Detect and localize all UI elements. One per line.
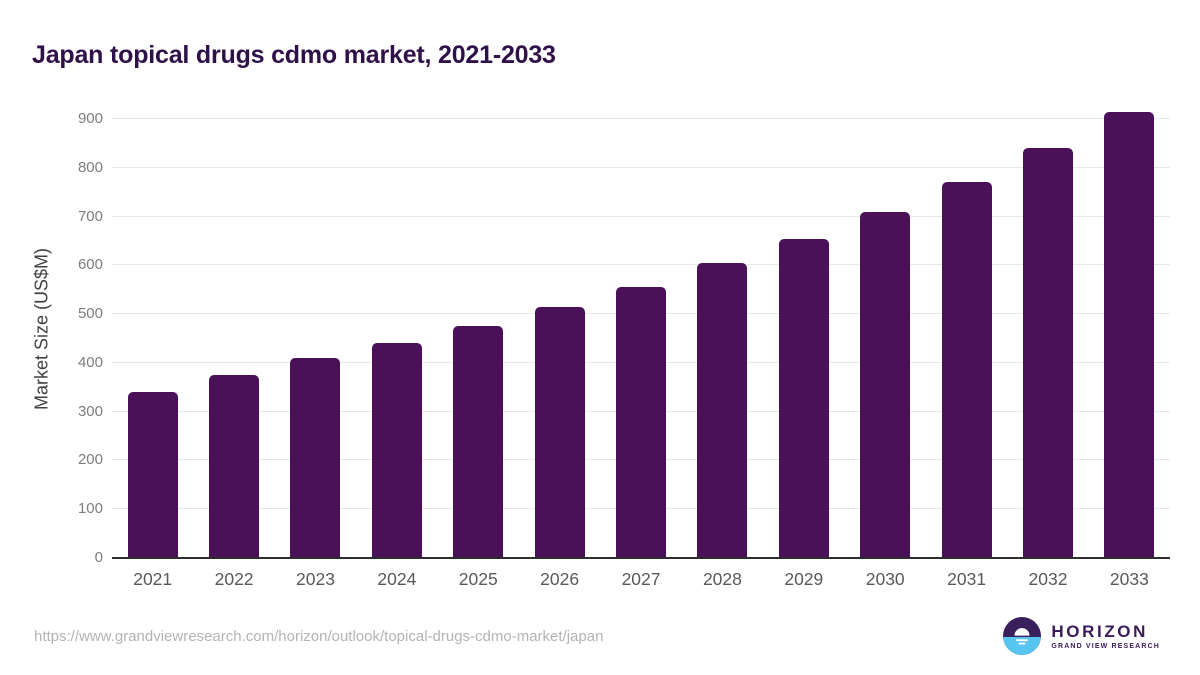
y-tick-label: 900 [77, 109, 103, 127]
bar-column-2030 [845, 100, 926, 558]
page-title: Japan topical drugs cdmo market, 2021-20… [32, 40, 556, 69]
bar-2023[interactable] [290, 358, 341, 558]
bar-chart: Market Size (US$M) 0 100 200 300 400 500 600 70… [0, 100, 1200, 605]
horizon-logo: HORIZON GRAND VIEW RESEARCH [1003, 617, 1160, 655]
bar-2024[interactable] [371, 343, 422, 558]
x-tick-label-2028: 2028 [702, 569, 742, 589]
gridline [112, 264, 1170, 266]
x-tick-label-2025: 2025 [458, 569, 498, 589]
gridline [112, 166, 1170, 168]
bar-2032[interactable] [1022, 148, 1073, 558]
y-tick-label: 400 [77, 353, 103, 371]
y-tick-label: 800 [77, 158, 103, 176]
bar-column-2029 [763, 100, 844, 558]
gridline [112, 215, 1170, 217]
bar-2022[interactable] [209, 375, 260, 558]
bar-2029[interactable] [778, 238, 829, 558]
y-tick-label: 0 [94, 549, 103, 566]
y-tick-label: 300 [77, 402, 103, 420]
y-tick-label: 600 [77, 256, 103, 274]
x-axis-line [112, 557, 1170, 559]
y-tick-label: 500 [77, 305, 103, 323]
footer: https://www.grandviewresearch.com/horizo… [0, 603, 1200, 675]
bar-column-2031 [926, 100, 1007, 558]
bar-2033[interactable] [1104, 111, 1155, 558]
bar-column-2024 [356, 100, 437, 558]
bar-2030[interactable] [860, 211, 911, 558]
y-tick-label: 100 [77, 500, 103, 518]
bar-column-2033 [1089, 100, 1170, 558]
plot-area [112, 100, 1170, 559]
logo-text: HORIZON GRAND VIEW RESEARCH [1051, 623, 1160, 650]
bar-2027[interactable] [616, 287, 667, 558]
bar-2028[interactable] [697, 262, 748, 558]
bar-2021[interactable] [127, 392, 178, 558]
x-tick-label-2029: 2029 [784, 569, 824, 589]
bar-column-2021 [112, 100, 193, 558]
logo-sub-brand: GRAND VIEW RESEARCH [1051, 642, 1160, 650]
bar-column-2023 [275, 100, 356, 558]
x-tick-label-2032: 2032 [1028, 569, 1068, 589]
horizon-sun-icon [1003, 617, 1042, 655]
bar-2031[interactable] [941, 182, 992, 558]
x-tick-label-2026: 2026 [540, 569, 580, 589]
x-tick-label-2021: 2021 [133, 569, 173, 589]
x-tick-label-2024: 2024 [377, 569, 417, 589]
y-axis-tick-labels: 0 100 200 300 400 500 600 700 800 900 [0, 100, 103, 566]
source-url[interactable]: https://www.grandviewresearch.com/horizo… [34, 627, 604, 645]
x-tick-label-2023: 2023 [296, 569, 335, 589]
y-tick-label: 200 [77, 451, 103, 469]
bar-column-2026 [519, 100, 600, 558]
bar-column-2032 [1007, 100, 1088, 558]
x-tick-label-2031: 2031 [947, 569, 987, 589]
gridline [112, 117, 1170, 119]
bar-2025[interactable] [453, 326, 504, 558]
bar-column-2027 [600, 100, 681, 558]
bar-2026[interactable] [534, 306, 585, 558]
bars-container [112, 100, 1170, 558]
x-axis-tick-labels: 2021 2022 2023 2024 2025 2026 2027 2028 2029 2030… [112, 569, 1170, 590]
x-tick-label-2027: 2027 [621, 569, 661, 589]
bar-column-2022 [193, 100, 274, 558]
x-tick-label-2030: 2030 [865, 569, 905, 589]
y-tick-label: 700 [77, 207, 103, 225]
logo-brand: HORIZON [1051, 621, 1149, 641]
bar-column-2028 [682, 100, 763, 558]
bar-column-2025 [438, 100, 519, 558]
x-tick-label-2022: 2022 [214, 569, 254, 589]
x-tick-label-2033: 2033 [1109, 569, 1149, 589]
